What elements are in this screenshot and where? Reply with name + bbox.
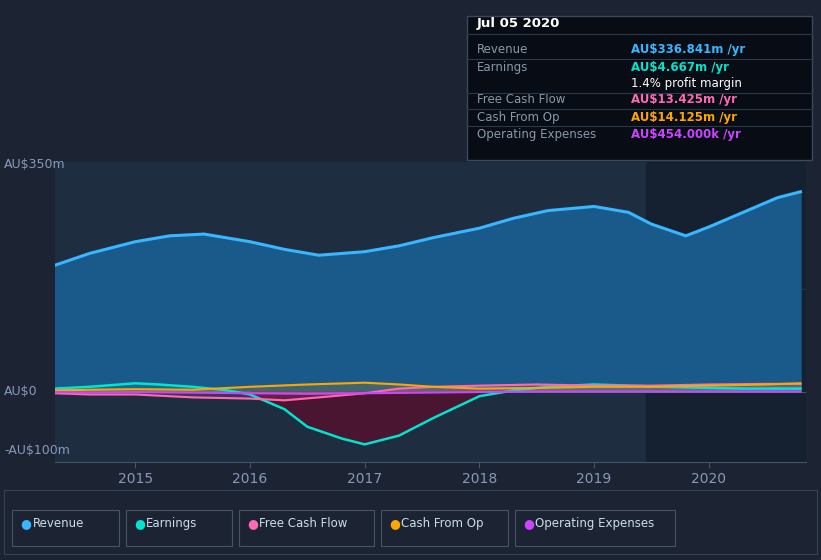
Text: AU$14.125m /yr: AU$14.125m /yr xyxy=(631,111,737,124)
Text: Revenue: Revenue xyxy=(477,43,529,56)
Text: 1.4% profit margin: 1.4% profit margin xyxy=(631,77,742,90)
Text: AU$4.667m /yr: AU$4.667m /yr xyxy=(631,60,729,73)
Text: AU$336.841m /yr: AU$336.841m /yr xyxy=(631,43,745,56)
Text: Jul 05 2020: Jul 05 2020 xyxy=(477,17,561,30)
Text: Earnings: Earnings xyxy=(146,517,198,530)
Text: Operating Expenses: Operating Expenses xyxy=(477,128,596,141)
Text: Cash From Op: Cash From Op xyxy=(401,517,484,530)
Text: Revenue: Revenue xyxy=(33,517,85,530)
Text: AU$13.425m /yr: AU$13.425m /yr xyxy=(631,94,737,106)
Text: ●: ● xyxy=(247,517,258,530)
Text: Operating Expenses: Operating Expenses xyxy=(535,517,654,530)
Text: AU$0: AU$0 xyxy=(4,385,38,398)
Text: Cash From Op: Cash From Op xyxy=(477,111,559,124)
Text: Free Cash Flow: Free Cash Flow xyxy=(477,94,566,106)
Text: AU$454.000k /yr: AU$454.000k /yr xyxy=(631,128,741,141)
Text: Free Cash Flow: Free Cash Flow xyxy=(259,517,348,530)
Text: ●: ● xyxy=(21,517,31,530)
Bar xyxy=(645,162,821,462)
Text: ●: ● xyxy=(134,517,144,530)
Text: -AU$100m: -AU$100m xyxy=(4,444,70,458)
Text: AU$350m: AU$350m xyxy=(4,158,66,171)
Text: Earnings: Earnings xyxy=(477,60,529,73)
Text: ●: ● xyxy=(389,517,400,530)
Text: ●: ● xyxy=(523,517,534,530)
